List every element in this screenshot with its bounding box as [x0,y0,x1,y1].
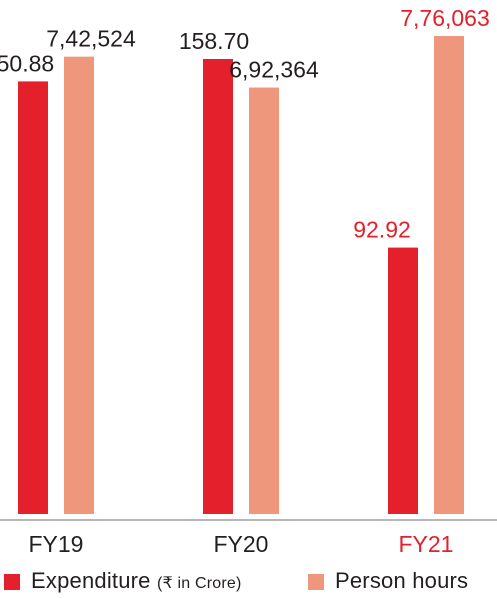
bar-person-hours-fy19 [64,56,94,514]
x-tick-label-fy20: FY20 [214,531,269,557]
value-label-expenditure-fy20: 158.70 [179,28,249,54]
value-label-person-hours-fy21: 7,76,063 [400,5,490,31]
bars-group [18,36,464,514]
legend-label-person-hours: Person hours [335,568,469,593]
value-label-person-hours-fy20: 6,92,364 [229,57,319,83]
legend-label-expenditure: Expenditure (₹ in Crore) [31,568,242,594]
x-tick-label-fy21: FY21 [399,531,454,557]
value-label-person-hours-fy19: 7,42,524 [46,26,136,52]
bar-person-hours-fy21 [434,36,464,514]
x-tick-label-fy19: FY19 [29,531,84,557]
legend-expenditure-unit: (₹ in Crore) [156,575,242,592]
bar-chart: 150.887,42,524 158.70 6,92,364 92.92 7,76,06… [0,5,497,557]
bar-expenditure-fy20 [203,59,233,514]
bar-expenditure-fy21 [388,247,418,514]
value-labels-group: 150.887,42,524 158.70 6,92,364 92.92 7,76,06… [0,5,490,243]
value-label-expenditure-fy21: 92.92 [353,217,411,243]
value-label-expenditure-fy19: 150.88 [0,50,54,76]
legend: Expenditure (₹ in Crore) Person hours [0,566,497,599]
legend-swatch-person-hours [308,574,324,590]
bar-expenditure-fy19 [18,81,48,514]
x-tick-labels-group: FY19 FY20 FY21 [29,531,454,557]
legend-swatch-expenditure [4,574,20,590]
bar-person-hours-fy20 [249,87,279,514]
legend-expenditure-name: Expenditure [31,568,151,593]
